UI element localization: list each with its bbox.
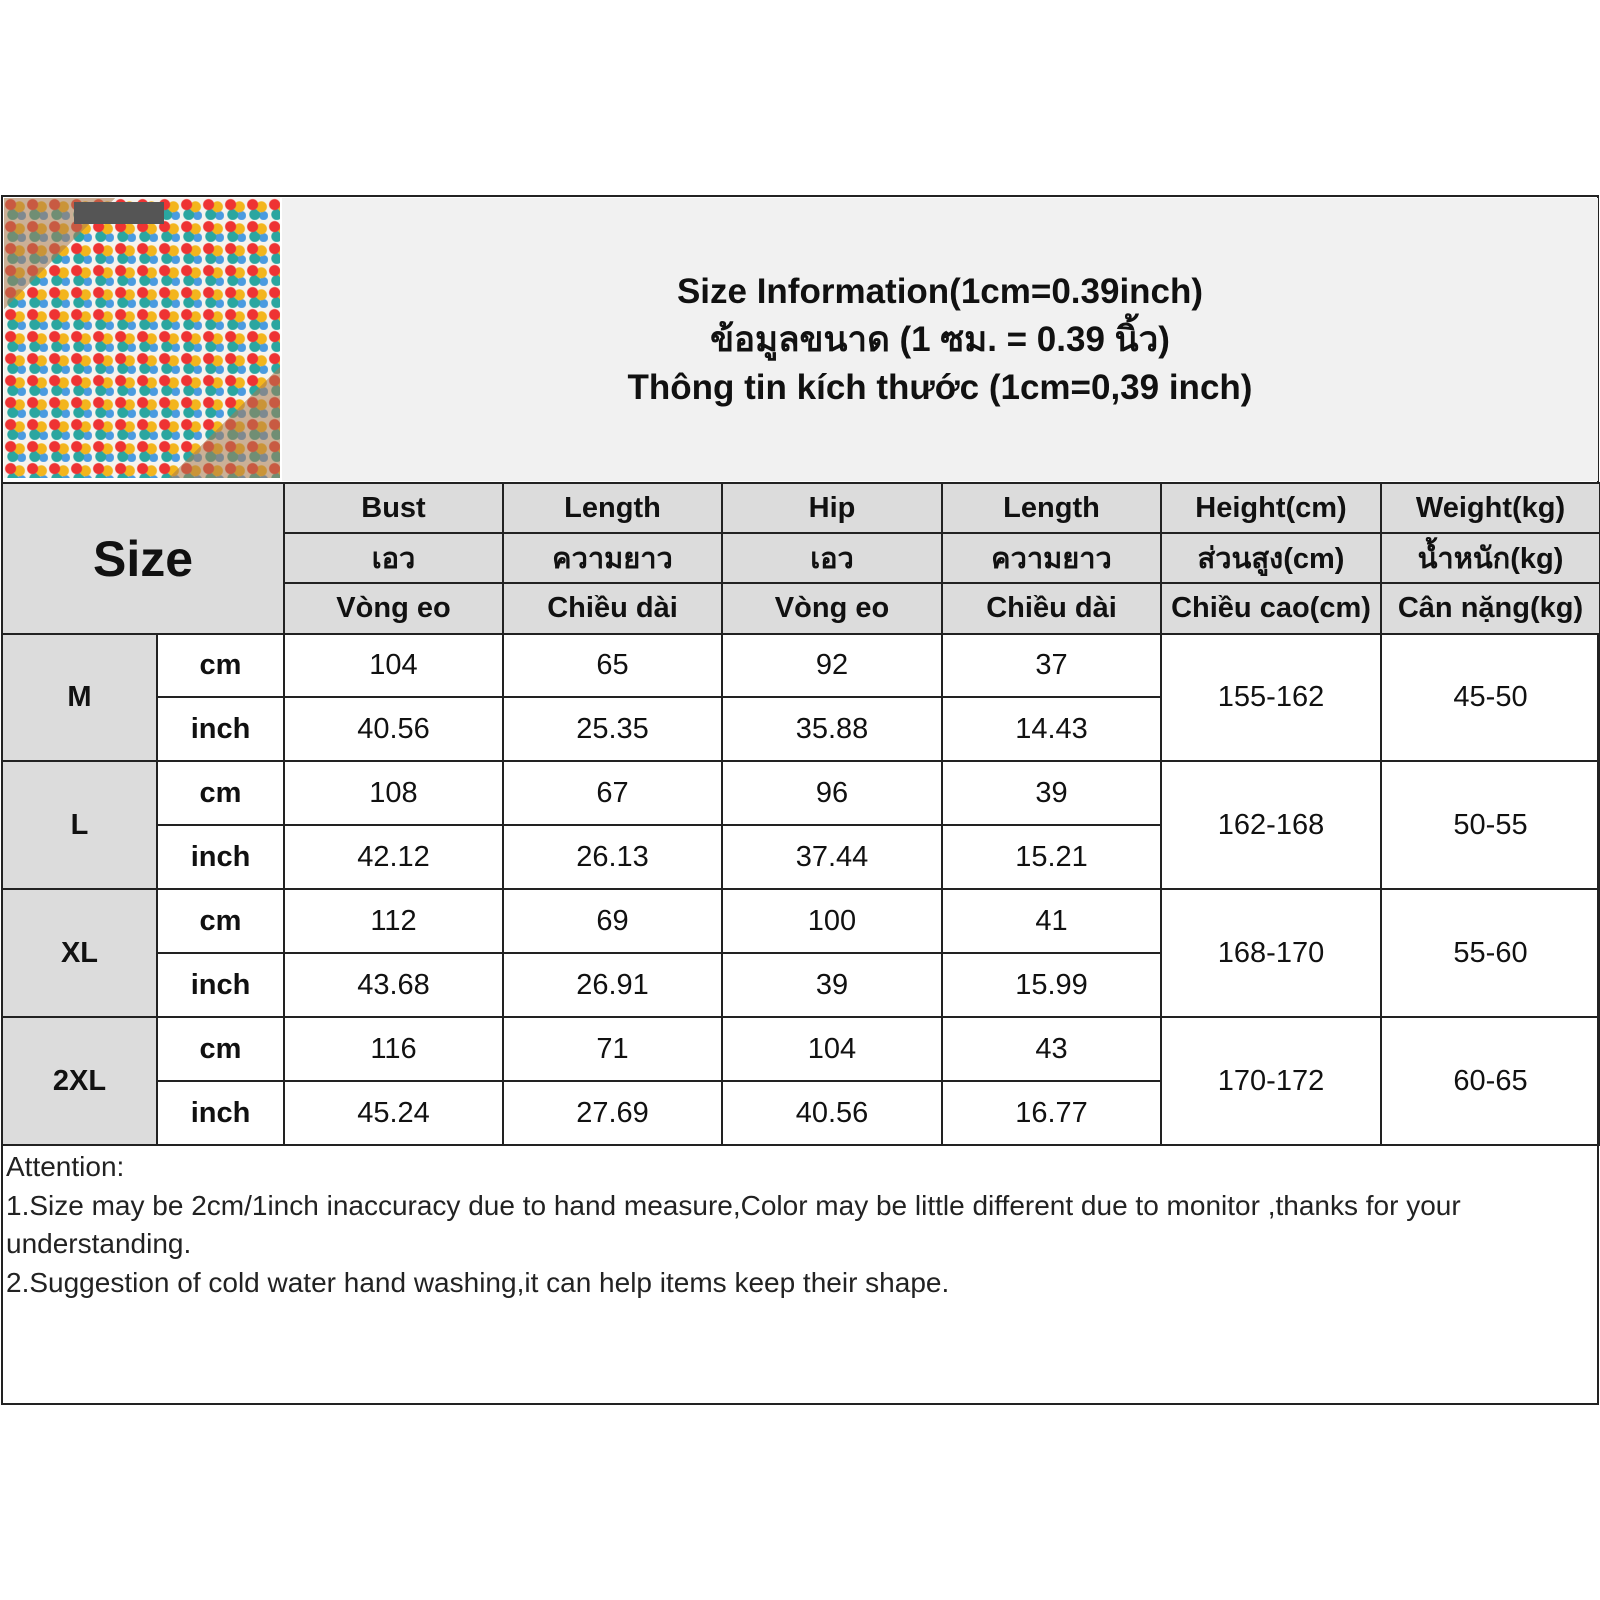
column-header-en: Height(cm) — [1160, 482, 1382, 534]
column-header-vi: Chiều dài — [941, 582, 1162, 635]
column-header-th: เอว — [721, 532, 943, 584]
measurement-cm: 100 — [721, 888, 943, 954]
unit-label-cm: cm — [156, 1016, 285, 1082]
measurement-inch: 26.13 — [502, 824, 723, 890]
measurement-inch: 40.56 — [721, 1080, 943, 1146]
measurement-inch: 27.69 — [502, 1080, 723, 1146]
size-label: M — [1, 633, 158, 762]
measurement-cm: 104 — [721, 1016, 943, 1082]
measurement-cm: 65 — [502, 633, 723, 698]
column-header-vi: Cân nặng(kg) — [1380, 582, 1600, 635]
column-header-vi: Chiều cao(cm) — [1160, 582, 1382, 635]
column-header-th: เอว — [283, 532, 504, 584]
measurement-inch: 16.77 — [941, 1080, 1162, 1146]
measurement-cm: 96 — [721, 760, 943, 826]
column-header-vi: Chiều dài — [502, 582, 723, 635]
column-header-en: Hip — [721, 482, 943, 534]
measurement-cm: 112 — [283, 888, 504, 954]
height-range: 162-168 — [1160, 760, 1382, 890]
measurement-inch: 37.44 — [721, 824, 943, 890]
title-vietnamese: Thông tin kích thước (1cm=0,39 inch) — [627, 367, 1253, 407]
attention-notes: Attention: 1.Size may be 2cm/1inch inacc… — [6, 1148, 1586, 1302]
unit-label-cm: cm — [156, 633, 285, 698]
measurement-inch: 45.24 — [283, 1080, 504, 1146]
unit-label-inch: inch — [156, 952, 285, 1018]
measurement-inch: 25.35 — [502, 696, 723, 762]
column-header-th: น้ำหนัก(kg) — [1380, 532, 1600, 584]
weight-range: 55-60 — [1380, 888, 1600, 1018]
measurement-cm: 71 — [502, 1016, 723, 1082]
measurement-cm: 67 — [502, 760, 723, 826]
measurement-cm: 37 — [941, 633, 1162, 698]
measurement-cm: 43 — [941, 1016, 1162, 1082]
size-label: XL — [1, 888, 158, 1018]
column-header-en: Bust — [283, 482, 504, 534]
weight-range: 50-55 — [1380, 760, 1600, 890]
weight-range: 60-65 — [1380, 1016, 1600, 1146]
height-range: 170-172 — [1160, 1016, 1382, 1146]
measurement-inch: 40.56 — [283, 696, 504, 762]
weight-range: 45-50 — [1380, 633, 1600, 762]
height-range: 168-170 — [1160, 888, 1382, 1018]
measurement-inch: 14.43 — [941, 696, 1162, 762]
measurement-inch: 15.99 — [941, 952, 1162, 1018]
unit-label-inch: inch — [156, 824, 285, 890]
column-header-th: ความยาว — [941, 532, 1162, 584]
column-header-vi: Vòng eo — [721, 582, 943, 635]
size-label: 2XL — [1, 1016, 158, 1146]
measurement-inch: 39 — [721, 952, 943, 1018]
size-label: L — [1, 760, 158, 890]
measurement-inch: 26.91 — [502, 952, 723, 1018]
measurement-cm: 92 — [721, 633, 943, 698]
title-english: Size Information(1cm=0.39inch) — [676, 271, 1204, 311]
column-header-en: Length — [502, 482, 723, 534]
note-item: 2.Suggestion of cold water hand washing,… — [6, 1266, 950, 1298]
measurement-cm: 116 — [283, 1016, 504, 1082]
measurement-inch: 15.21 — [941, 824, 1162, 890]
unit-label-cm: cm — [156, 760, 285, 826]
column-header-en: Weight(kg) — [1380, 482, 1600, 534]
measurement-cm: 104 — [283, 633, 504, 698]
note-item: 1.Size may be 2cm/1inch inaccuracy due t… — [6, 1189, 1461, 1260]
measurement-cm: 69 — [502, 888, 723, 954]
notes-heading: Attention: — [6, 1151, 125, 1182]
product-photo — [4, 198, 280, 478]
measurement-inch: 43.68 — [283, 952, 504, 1018]
measurement-cm: 41 — [941, 888, 1162, 954]
measurement-inch: 35.88 — [721, 696, 943, 762]
height-range: 155-162 — [1160, 633, 1382, 762]
measurement-cm: 108 — [283, 760, 504, 826]
unit-label-inch: inch — [156, 696, 285, 762]
title-thai: ข้อมูลขนาด (1 ซม. = 0.39 นิ้ว) — [710, 319, 1170, 359]
measurement-cm: 39 — [941, 760, 1162, 826]
column-header-th: ความยาว — [502, 532, 723, 584]
column-header-en: Length — [941, 482, 1162, 534]
column-header-th: ส่วนสูง(cm) — [1160, 532, 1382, 584]
size-info-title: Size Information(1cm=0.39inch) ข้อมูลขนา… — [282, 198, 1598, 481]
column-header-vi: Vòng eo — [283, 582, 504, 635]
unit-label-cm: cm — [156, 888, 285, 954]
size-header: Size — [1, 482, 285, 635]
measurement-inch: 42.12 — [283, 824, 504, 890]
unit-label-inch: inch — [156, 1080, 285, 1146]
